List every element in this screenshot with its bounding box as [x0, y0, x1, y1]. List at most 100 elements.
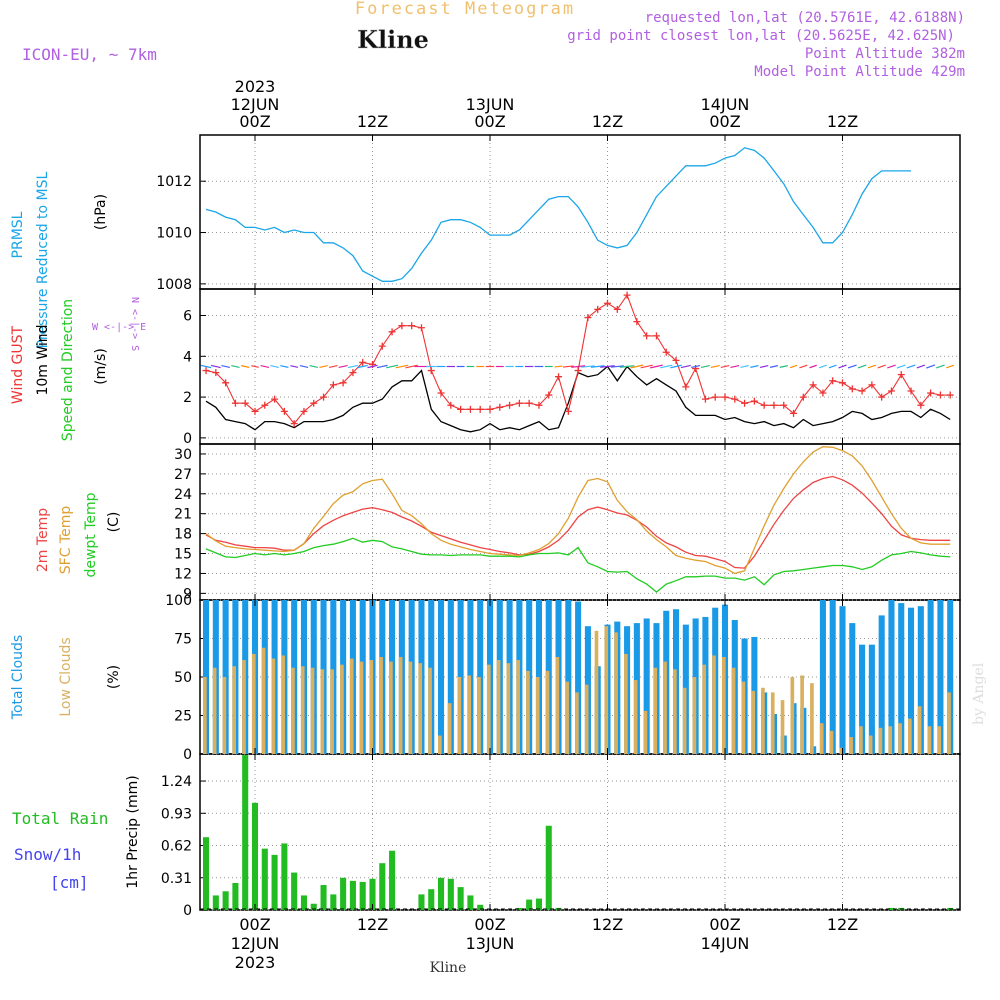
rain-bar: [310, 903, 317, 910]
low-cloud-bar: [477, 677, 481, 754]
bottom-time-label: 00Z: [474, 915, 505, 934]
ytick-label-clouds: 100: [165, 593, 192, 609]
precip-snow-unit: [cm]: [50, 873, 89, 892]
wind-arrow: [200, 364, 212, 369]
gust-point: [682, 383, 690, 391]
model-label: ICON-EU, ~ 7km: [22, 45, 157, 64]
compass-ns: N <-|-> S: [129, 297, 140, 351]
low-cloud-bar: [203, 677, 207, 754]
low-cloud-bar: [408, 661, 413, 754]
gust-point: [339, 379, 347, 387]
low-cloud-bar: [251, 653, 256, 754]
panel-label-temp-2m: 2m Temp: [35, 508, 51, 572]
total-cloud-bar: [565, 600, 572, 754]
gust-point: [212, 369, 220, 377]
gust-point: [741, 399, 749, 407]
precip-snow-label: Snow/1h: [14, 845, 81, 864]
gust-point: [300, 407, 308, 415]
model-altitude: Model Point Altitude 429m: [754, 64, 965, 80]
low-cloud-bar: [780, 700, 785, 754]
wind-arrow: [338, 364, 348, 369]
gust-point: [476, 405, 484, 413]
gust-point: [799, 393, 807, 401]
footer-location: Kline: [430, 960, 467, 976]
gust-point: [349, 369, 357, 377]
wind-arrow: [847, 364, 857, 369]
top-time-label: 00Z: [239, 112, 270, 131]
rain-bar: [340, 877, 347, 910]
wind-arrow: [395, 364, 409, 369]
wind-arrow: [319, 365, 328, 368]
rain-bar: [438, 877, 445, 910]
sfctemp-line: [205, 446, 951, 575]
wind-arrow: [916, 364, 926, 369]
wind-arrow: [759, 365, 769, 368]
wind-arrow: [779, 365, 788, 368]
wind-arrow: [290, 365, 299, 368]
wind10m-line: [205, 365, 951, 433]
low-cloud-bar: [457, 677, 462, 754]
low-cloud-bar: [663, 661, 667, 754]
wind-arrow: [280, 365, 289, 368]
wind-arrow: [210, 364, 221, 369]
gust-point: [417, 324, 425, 332]
gust-point: [839, 379, 846, 387]
low-cloud-bar: [447, 703, 452, 754]
gust-point: [858, 387, 866, 395]
low-cloud-bar: [565, 681, 569, 754]
wind-arrow: [670, 364, 682, 369]
wind-arrow: [799, 364, 808, 369]
low-cloud-bar: [291, 667, 295, 754]
ytick-label-temp: 21: [174, 507, 192, 523]
low-cloud-bar: [653, 667, 658, 754]
gust-point: [936, 391, 944, 399]
low-cloud-bar: [868, 735, 873, 754]
low-cloud-bar: [330, 669, 334, 754]
bottom-time-label: 00Z: [239, 915, 270, 934]
rain-bar: [477, 904, 484, 910]
low-cloud-bar: [604, 626, 609, 754]
rain-bar: [888, 907, 895, 910]
ytick-label-precip: 0.93: [161, 806, 192, 822]
wind-arrow: [619, 365, 635, 368]
low-cloud-bar: [242, 660, 246, 754]
gridpoint-coords: grid point closest lon,lat (20.5625E, 42…: [567, 28, 955, 44]
pressure-line: [205, 147, 911, 282]
gust-point: [447, 401, 455, 409]
chart-title: Forecast Meteogram: [355, 0, 575, 19]
top-time-label: 00Z: [709, 112, 740, 131]
gust-point: [398, 322, 406, 330]
low-cloud-bar: [673, 669, 677, 754]
ytick-label-wind: 2: [183, 390, 192, 406]
gust-point: [613, 305, 621, 313]
low-cloud-bar: [300, 666, 305, 754]
wind-arrow: [691, 364, 701, 369]
ytick-label-precip: 1.24: [161, 774, 192, 790]
panel-label-clouds-unit: (%): [106, 665, 122, 689]
gust-point: [515, 399, 523, 407]
wind-arrow: [251, 365, 259, 368]
wind-arrow: [828, 364, 837, 369]
bottom-time-label: 2023: [235, 953, 276, 972]
low-cloud-bar: [545, 670, 550, 754]
bottom-time-label: 12Z: [827, 915, 858, 934]
gust-point: [819, 389, 827, 397]
low-cloud-bar: [898, 723, 902, 754]
gust-point: [496, 403, 504, 411]
rain-bar: [359, 881, 366, 910]
low-cloud-bar: [819, 723, 824, 754]
ytick-label-clouds: 25: [174, 709, 192, 725]
low-cloud-bar: [849, 737, 853, 754]
gust-point: [574, 367, 582, 375]
low-cloud-bar: [810, 683, 814, 754]
gust-point: [662, 348, 670, 356]
low-cloud-bar: [506, 663, 511, 754]
total-cloud-bar: [859, 644, 866, 754]
low-cloud-bar: [829, 730, 834, 754]
low-cloud-bar: [888, 726, 893, 754]
wind-arrow: [750, 365, 759, 368]
low-cloud-bar: [310, 667, 315, 754]
rain-bar: [251, 802, 259, 910]
wind-arrow: [581, 365, 595, 368]
low-cloud-bar: [839, 747, 844, 754]
